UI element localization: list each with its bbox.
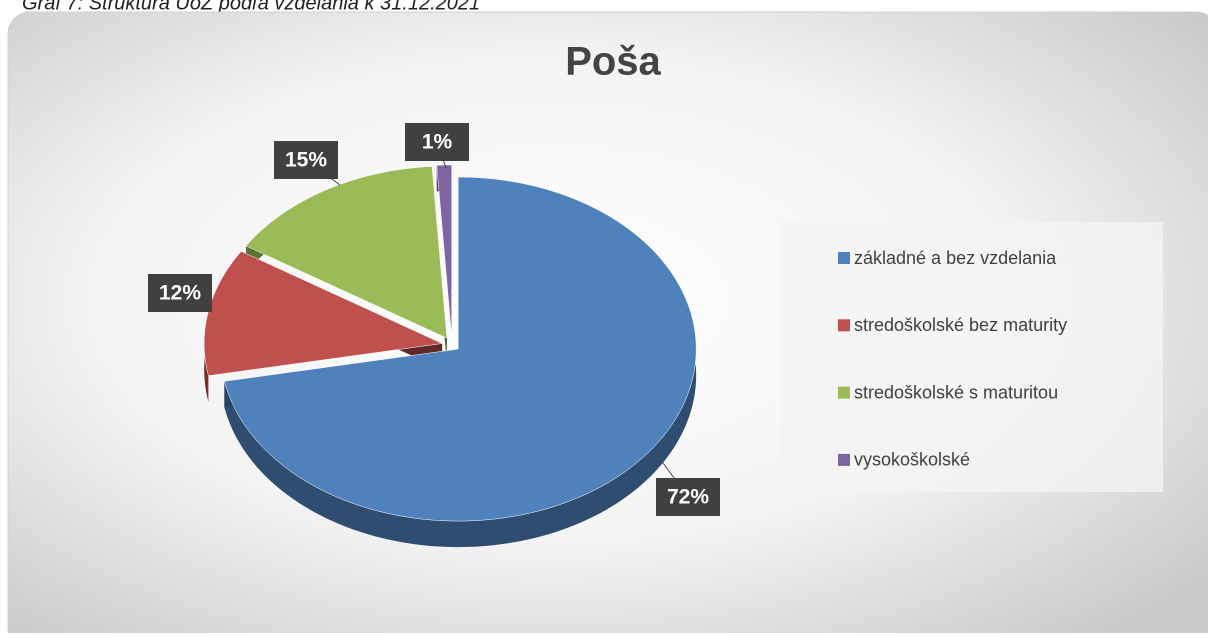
data-label: 12% <box>159 282 201 305</box>
data-label-box <box>656 478 720 516</box>
data-label-box <box>148 274 212 312</box>
slice <box>245 166 448 339</box>
data-label: 1% <box>422 131 453 154</box>
legend-swatch <box>838 386 850 399</box>
legend-swatch <box>838 319 850 332</box>
data-label: 72% <box>667 486 709 509</box>
slice <box>436 164 452 338</box>
legend-label: stredoškolské s maturitou <box>854 382 1058 402</box>
data-label-box <box>405 123 469 161</box>
legend-label: vysokoškolské <box>854 450 970 470</box>
legend-label: stredoškolské bez maturity <box>854 315 1067 335</box>
caption: Graf 7: Štruktúra UoZ podľa vzdelania k … <box>22 0 480 14</box>
legend-swatch <box>838 453 850 466</box>
slice <box>224 176 697 522</box>
chart-title: Poša <box>565 40 661 84</box>
legend-swatch <box>838 252 850 264</box>
data-label: 15% <box>285 149 327 172</box>
data-label-box <box>274 141 338 179</box>
legend-label: základné a bez vzdelania <box>854 248 1057 268</box>
legend <box>780 222 1163 492</box>
